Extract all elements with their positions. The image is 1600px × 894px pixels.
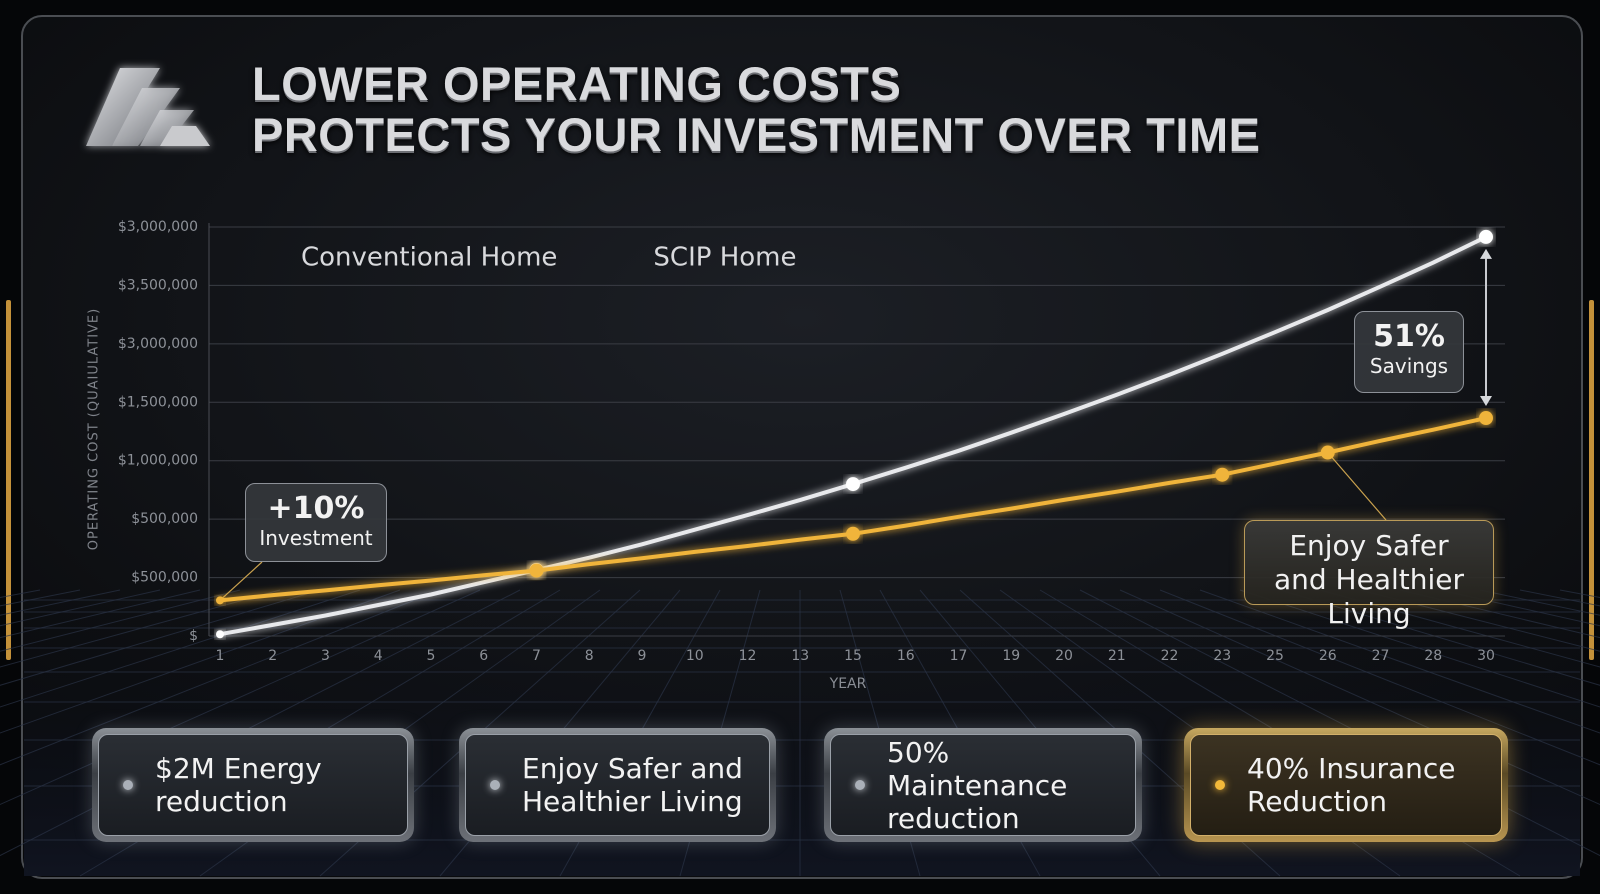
x-tick-label: 6 bbox=[479, 648, 488, 664]
x-tick-label: 2 bbox=[268, 648, 277, 664]
card-text: Enjoy Safer and Healthier Living bbox=[522, 752, 743, 818]
card: 50% Maintenance reduction bbox=[824, 728, 1142, 842]
card-body: 50% Maintenance reduction bbox=[830, 734, 1136, 836]
card-body: Enjoy Safer and Healthier Living bbox=[465, 734, 770, 836]
floor-line bbox=[0, 589, 361, 708]
floor-line bbox=[0, 589, 321, 686]
point-marker bbox=[216, 596, 224, 605]
annotation-value: +10% bbox=[267, 491, 365, 526]
x-tick-label: 30 bbox=[1477, 648, 1495, 664]
x-tick-label: 22 bbox=[1161, 648, 1179, 664]
annotation-text: Savings bbox=[1369, 354, 1449, 378]
card-body: 40% Insurance Reduction bbox=[1190, 734, 1502, 836]
x-tick-label: 7 bbox=[532, 648, 541, 664]
floor-line bbox=[0, 589, 281, 668]
x-tick-label: 10 bbox=[686, 648, 704, 664]
annotation-text: Investment bbox=[259, 526, 373, 550]
y-tick-label: $500,000 bbox=[131, 511, 198, 527]
floor-line bbox=[1319, 589, 1600, 668]
card-text: $2M Energy reduction bbox=[155, 752, 322, 818]
card-bullet bbox=[490, 780, 500, 790]
point-marker bbox=[216, 630, 224, 639]
x-axis-title: YEAR bbox=[829, 676, 867, 692]
x-tick-label: 12 bbox=[739, 648, 757, 664]
point-marker bbox=[1479, 229, 1493, 244]
card-text: 40% Insurance Reduction bbox=[1247, 752, 1456, 818]
logo bbox=[86, 68, 210, 146]
logo-shape bbox=[112, 88, 180, 146]
frame-accent bbox=[6, 300, 11, 660]
x-tick-label: 17 bbox=[950, 648, 968, 664]
floor-line bbox=[1159, 589, 1600, 766]
point-marker bbox=[846, 477, 860, 492]
x-tick-label: 8 bbox=[585, 648, 594, 664]
point-marker bbox=[1479, 411, 1493, 426]
y-tick-label: $3,000,000 bbox=[118, 336, 198, 352]
annotation-box: 51% Savings bbox=[1354, 311, 1464, 393]
point-marker bbox=[1320, 445, 1335, 460]
y-axis-title: OPERATING COST (QUAIULATIVE) bbox=[87, 308, 102, 550]
arrow-head bbox=[1480, 396, 1492, 407]
card-bullet bbox=[123, 780, 133, 790]
x-tick-label: 26 bbox=[1319, 648, 1337, 664]
floor-line bbox=[1199, 589, 1600, 734]
floor-line bbox=[1279, 589, 1600, 686]
annotation-callout: Enjoy Safer and Healthier Living bbox=[1244, 520, 1494, 630]
point-marker bbox=[1215, 467, 1230, 482]
floor-line bbox=[0, 589, 241, 652]
y-tick-label: $1,500,000 bbox=[118, 394, 198, 410]
x-tick-label: 23 bbox=[1213, 648, 1231, 664]
x-tick-label: 15 bbox=[844, 648, 862, 664]
x-tick-label: 9 bbox=[638, 648, 647, 664]
x-tick-label: 21 bbox=[1108, 648, 1126, 664]
point-marker bbox=[529, 563, 544, 578]
x-tick-label: 13 bbox=[791, 648, 809, 664]
y-tick-label: $ bbox=[189, 628, 198, 644]
x-tick-label: 5 bbox=[427, 648, 436, 664]
arrow-head bbox=[1480, 248, 1492, 259]
logo-shape bbox=[160, 126, 210, 146]
y-tick-label: $3,500,000 bbox=[118, 277, 198, 293]
logo-shape bbox=[86, 68, 160, 146]
annotation-box: +10% Investment bbox=[245, 483, 387, 562]
x-tick-label: 3 bbox=[321, 648, 330, 664]
x-tick-label: 4 bbox=[374, 648, 383, 664]
floor-line bbox=[1359, 589, 1600, 652]
floor-line bbox=[0, 589, 401, 734]
y-tick-label: $3,000,000 bbox=[118, 219, 198, 235]
x-tick-label: 25 bbox=[1266, 648, 1284, 664]
card-bullet bbox=[855, 780, 865, 790]
card: $2M Energy reduction bbox=[92, 728, 414, 842]
annotation-value: 51% bbox=[1373, 319, 1445, 354]
x-tick-label: 28 bbox=[1424, 648, 1442, 664]
logo-shape bbox=[140, 110, 194, 146]
x-tick-label: 1 bbox=[216, 648, 225, 664]
x-tick-label: 16 bbox=[897, 648, 915, 664]
card-bullet bbox=[1215, 780, 1225, 790]
card-text: 50% Maintenance reduction bbox=[887, 735, 1068, 835]
x-tick-label: 20 bbox=[1055, 648, 1073, 664]
title-line: LOWER OPERATING COSTS bbox=[252, 57, 902, 110]
floor-line bbox=[0, 589, 441, 766]
point-marker bbox=[846, 526, 860, 541]
legend-label: SCIP Home bbox=[653, 243, 796, 273]
annotation-leader bbox=[1327, 452, 1387, 521]
legend-label: Conventional Home bbox=[301, 243, 557, 273]
annotation-leader bbox=[219, 561, 263, 601]
y-tick-label: $1,000,000 bbox=[118, 453, 198, 469]
floor-line bbox=[1239, 589, 1600, 708]
x-tick-label: 19 bbox=[1002, 648, 1020, 664]
card: Enjoy Safer and Healthier Living bbox=[459, 728, 776, 842]
title-line: PROTECTS YOUR INVESTMENT OVER TIME bbox=[252, 108, 1261, 161]
frame-accent bbox=[1589, 300, 1594, 660]
card-body: $2M Energy reduction bbox=[98, 734, 408, 836]
y-tick-label: $500,000 bbox=[131, 570, 198, 586]
x-tick-label: 27 bbox=[1372, 648, 1390, 664]
card: 40% Insurance Reduction bbox=[1184, 728, 1508, 842]
